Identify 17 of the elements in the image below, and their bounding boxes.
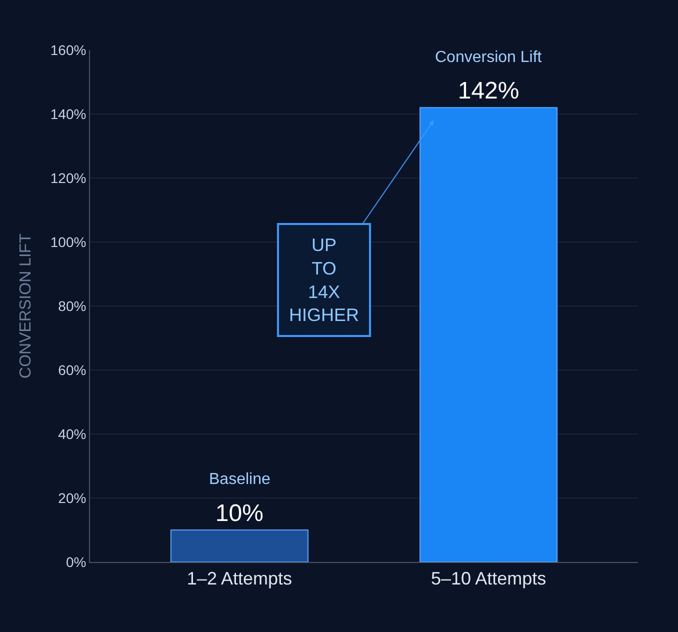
y-tick-label: 140% xyxy=(50,106,86,122)
annotation: UP TO 14X HIGHER xyxy=(289,235,360,326)
y-tick-label: 0% xyxy=(66,554,86,570)
x-tick-label: 1–2 Attempts xyxy=(186,568,292,589)
y-tick-label: 40% xyxy=(58,426,86,442)
y-tick-label: 60% xyxy=(58,362,86,378)
y-tick-label: 80% xyxy=(58,298,86,314)
annotation: Conversion Lift xyxy=(435,49,542,66)
annotation: Baseline xyxy=(209,471,270,488)
y-tick-label: 160% xyxy=(50,42,86,58)
data-label: 142% xyxy=(458,78,520,105)
y-tick-label: 100% xyxy=(50,234,86,250)
y-tick-label: 20% xyxy=(58,490,86,506)
x-tick-label: 5–10 Attempts xyxy=(431,568,546,589)
y-tick-label: 120% xyxy=(50,170,86,186)
data-label: 10% xyxy=(215,500,264,527)
y-axis-title: CONVERSION LIFT xyxy=(17,233,34,378)
